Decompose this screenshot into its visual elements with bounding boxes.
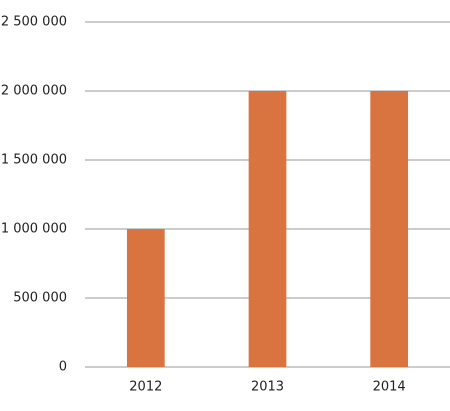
y-tick-label: 0: [59, 360, 67, 375]
y-tick-label: 1 500 000: [1, 153, 67, 168]
y-tick-label: 1 000 000: [1, 222, 67, 237]
bar: [370, 91, 409, 367]
x-tick-label: 2013: [251, 380, 284, 395]
bar: [126, 229, 165, 367]
y-tick-label: 2 500 000: [1, 15, 67, 30]
bar: [248, 91, 287, 367]
x-tick-label: 2012: [129, 380, 162, 395]
x-tick-label: 2014: [373, 380, 406, 395]
y-tick-label: 500 000: [13, 291, 67, 306]
y-tick-label: 2 000 000: [1, 84, 67, 99]
